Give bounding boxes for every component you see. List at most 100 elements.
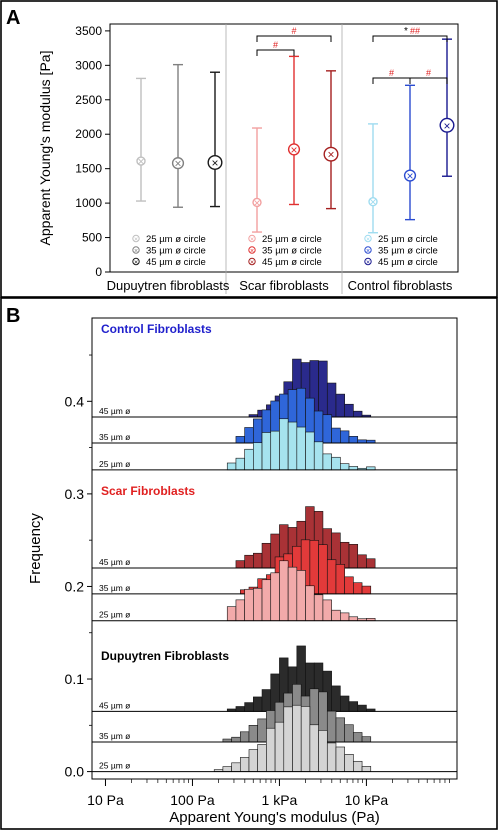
y-tick-label: 0 xyxy=(95,265,102,279)
histogram-bar xyxy=(274,721,285,772)
legend-marker-cross: × xyxy=(250,260,254,267)
x-tick-label: 10 Pa xyxy=(87,792,124,808)
legend-marker xyxy=(248,257,256,266)
legend-marker-cross: × xyxy=(134,260,138,267)
histogram-bar xyxy=(361,766,372,772)
histogram-series xyxy=(226,560,376,622)
histogram-bar xyxy=(318,360,328,418)
legend-entry: 25 µm ø circle xyxy=(146,234,206,245)
histogram-bar xyxy=(257,744,267,772)
histogram-bar xyxy=(296,570,306,622)
histogram-bar xyxy=(348,544,359,569)
histogram-bar xyxy=(283,706,293,772)
histogram-bar xyxy=(361,585,372,595)
histogram-bar xyxy=(235,599,245,622)
histogram-series-label: 45 µm ø xyxy=(99,406,130,416)
mean-marker xyxy=(171,157,185,170)
histogram-bar xyxy=(226,462,237,471)
y-tick-label: 0.0 xyxy=(65,764,85,780)
histogram-bar xyxy=(244,448,254,471)
histogram-bar xyxy=(344,576,354,595)
histogram-bar xyxy=(322,414,332,444)
histogram-series-label: 35 µm ø xyxy=(99,432,130,442)
histogram-bar xyxy=(331,456,341,471)
group-label: Dupuytren fibroblasts xyxy=(107,278,230,293)
plot-area xyxy=(109,23,459,273)
y-axis-label: Frequency xyxy=(27,513,44,584)
legend-marker-cross: × xyxy=(366,237,370,244)
histogram-series-label: 35 µm ø xyxy=(99,731,130,741)
panel-b-frame xyxy=(0,297,498,830)
mean-marker xyxy=(323,146,339,162)
panel-a-chart: 0 500 1000 1500 2000 2500 3000 3500 Apparent You… xyxy=(37,23,459,294)
y-tick-label: 2000 xyxy=(75,127,102,141)
histogram-bar xyxy=(340,695,350,712)
histogram-bar xyxy=(239,731,250,743)
histogram-bar xyxy=(305,585,315,622)
mean-marker-cross: × xyxy=(369,195,376,209)
mean-marker-cross: × xyxy=(327,148,334,162)
histogram-bar xyxy=(313,410,324,444)
histogram-bar xyxy=(257,718,267,743)
histogram-series-label: 25 µm ø xyxy=(99,761,130,771)
histogram-bar xyxy=(357,704,367,712)
legend-entry: 35 µm ø circle xyxy=(262,246,322,257)
histogram-bar xyxy=(331,685,341,712)
histogram-series-label: 25 µm ø xyxy=(99,610,130,620)
legend-marker xyxy=(132,257,140,266)
histogram-bar xyxy=(313,594,324,622)
histogram-bar xyxy=(261,579,272,622)
panel-a-frame xyxy=(0,0,498,298)
histogram-bar xyxy=(322,453,332,471)
legend-marker xyxy=(364,257,372,266)
histogram-bar xyxy=(222,766,232,772)
histogram-bar xyxy=(344,403,354,418)
histogram-bar xyxy=(244,427,254,444)
histogram-series-label: 35 µm ø xyxy=(99,583,130,593)
y-tick-label: 500 xyxy=(82,231,102,245)
y-tick-label: 1500 xyxy=(75,162,102,176)
histogram-bar xyxy=(366,558,376,569)
histogram-bar xyxy=(292,704,302,772)
mean-marker-cross: × xyxy=(253,196,260,210)
legend-marker-cross: × xyxy=(250,237,254,244)
x-tick-label: 1 kPa xyxy=(262,792,298,808)
group-label: Scar fibroblasts xyxy=(239,278,329,293)
histogram-bar xyxy=(253,587,263,622)
mean-marker-cross: × xyxy=(137,155,144,169)
histogram-bar xyxy=(279,418,289,471)
x-axis-label: Apparent Young's modulus (Pa) xyxy=(169,809,380,826)
histogram-bar xyxy=(326,710,337,743)
histogram-bar xyxy=(335,717,345,743)
histogram-bar xyxy=(279,560,289,622)
histogram-bar xyxy=(270,572,280,622)
histogram-bar xyxy=(348,616,359,622)
panel-a-label: A xyxy=(6,7,20,29)
panel-b-chart: 0.0 0.1 0.2 0.3 0.4 Frequency 10 Pa 100 Pa 1 kPa… xyxy=(27,317,458,826)
histogram-series-label: 25 µm ø xyxy=(99,459,130,469)
histogram-bar xyxy=(348,436,359,444)
histogram-bar xyxy=(335,393,345,418)
histogram-bar xyxy=(322,599,332,622)
significance-bracket xyxy=(372,77,411,84)
histogram-bar xyxy=(326,742,337,772)
legend-marker-cross: × xyxy=(366,260,370,267)
histogram-bar xyxy=(266,727,276,772)
histogram-bar xyxy=(318,544,328,595)
legend-marker xyxy=(132,246,140,254)
legend-marker-cross: × xyxy=(366,248,370,255)
mean-marker-cross: × xyxy=(174,157,181,171)
significance-bracket xyxy=(256,35,332,42)
y-tick-label: 0.1 xyxy=(65,671,85,687)
mean-marker xyxy=(368,197,378,207)
y-axis-label: Apparent Young's modulus [Pa] xyxy=(37,51,53,246)
histogram-bar xyxy=(335,746,345,772)
mean-marker xyxy=(403,169,417,182)
significance-mark: # xyxy=(291,26,296,36)
histogram-bar xyxy=(231,762,241,772)
significance-mark: # xyxy=(273,40,278,50)
y-tick-label: 3000 xyxy=(75,58,102,72)
histogram-bar xyxy=(226,606,237,622)
histogram-bar xyxy=(340,463,350,471)
